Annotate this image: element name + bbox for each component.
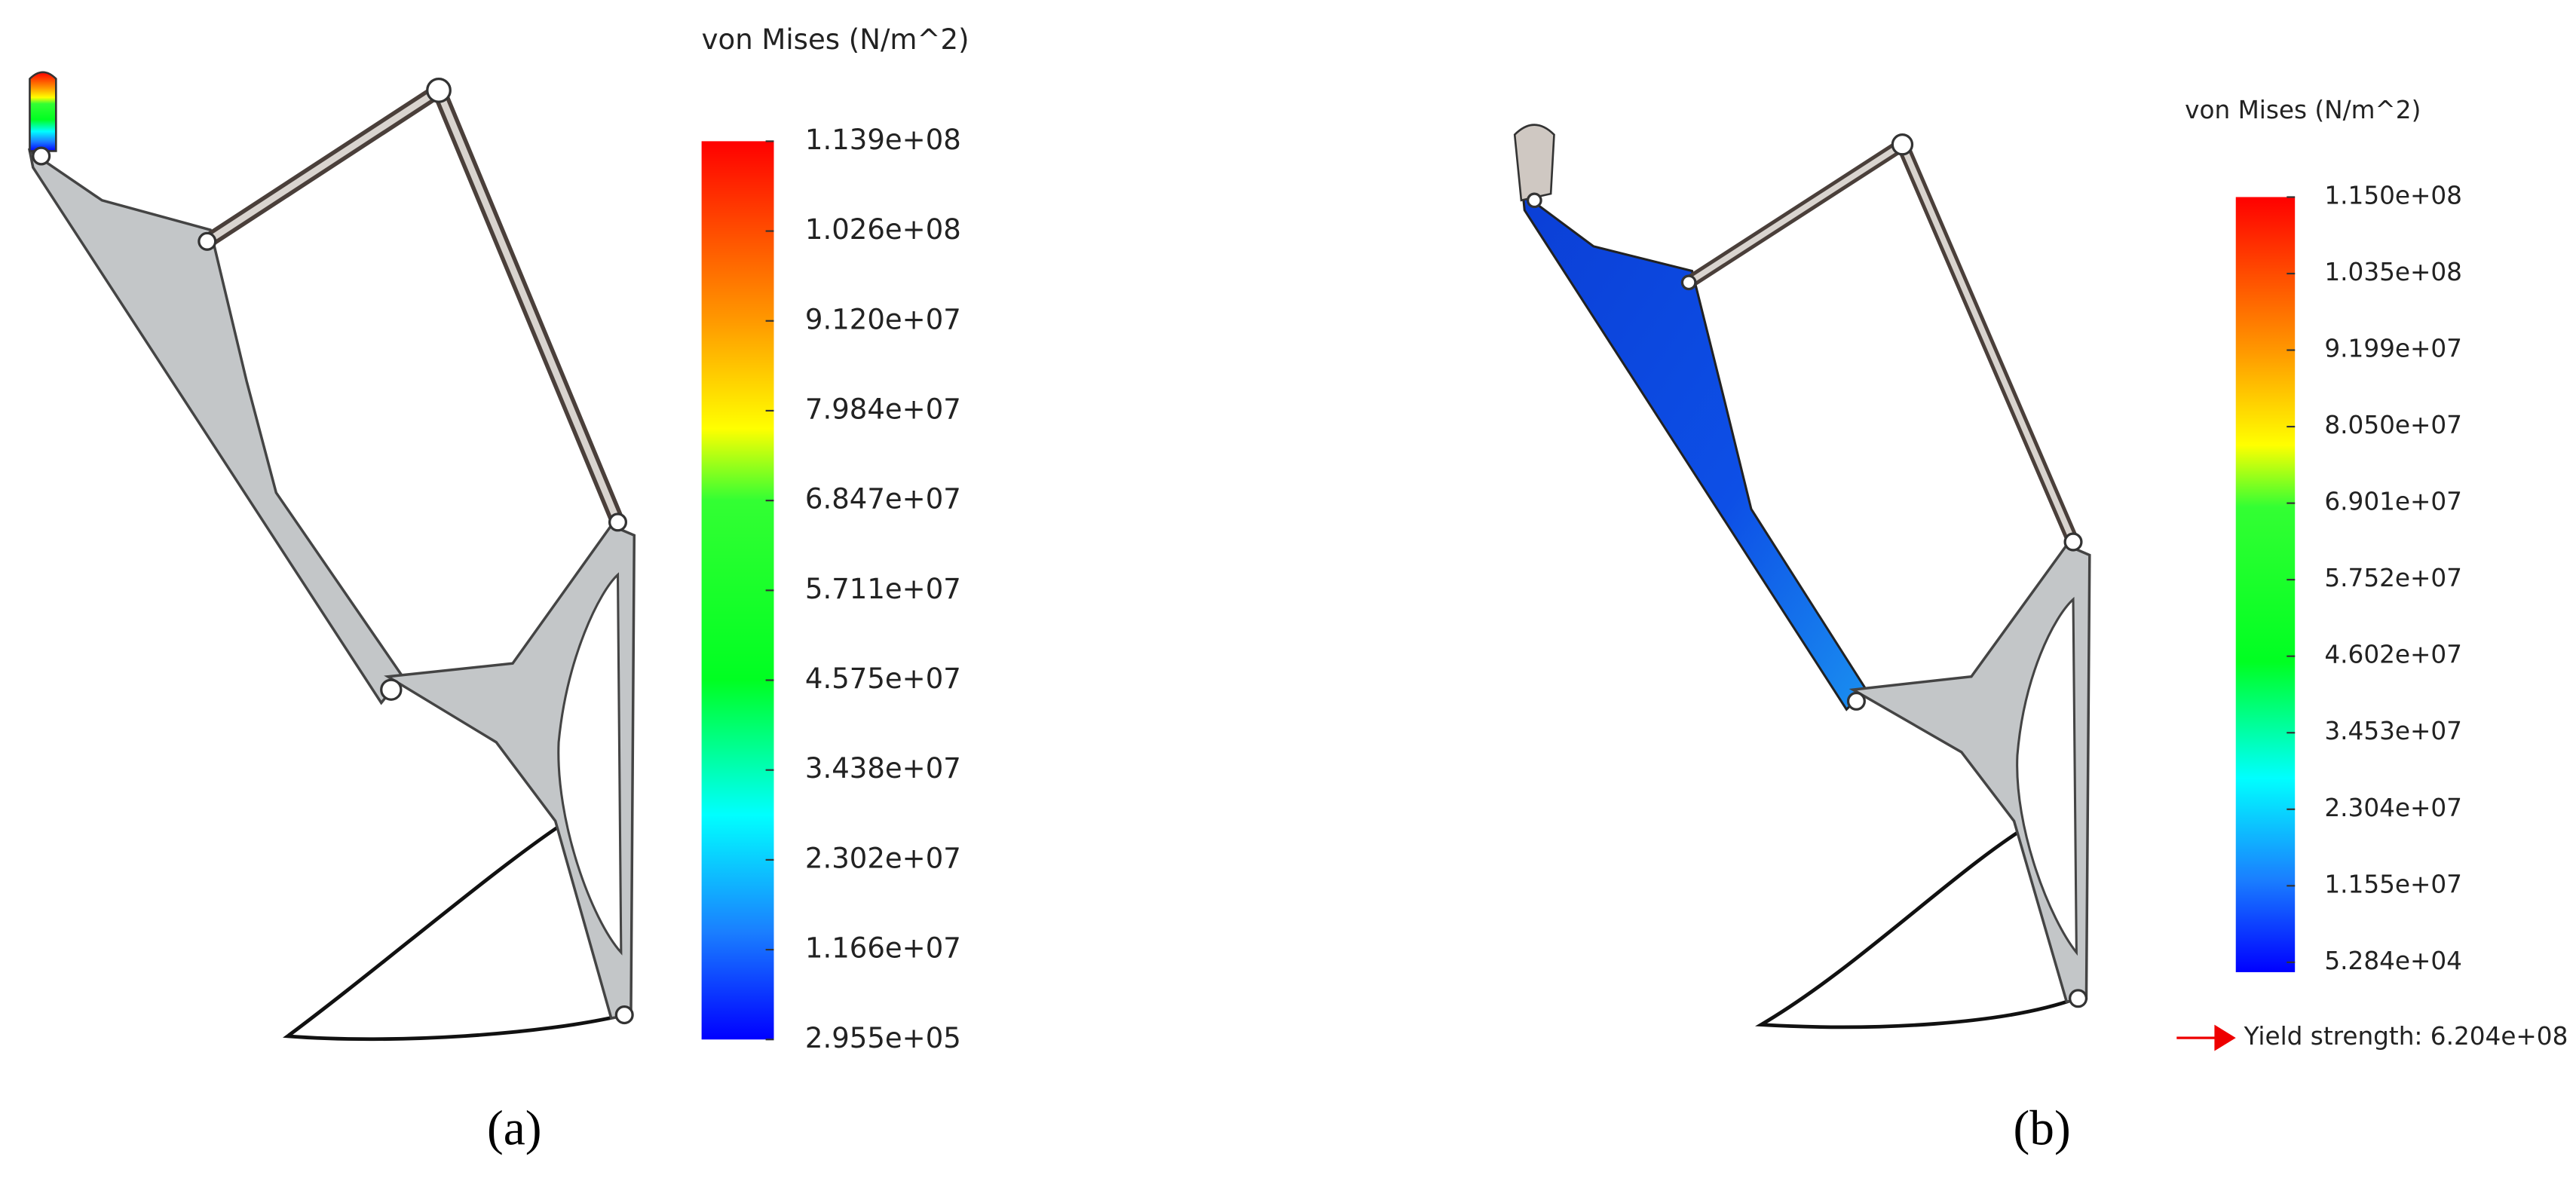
colorbar-tick-label: 8.050e+07 bbox=[2324, 411, 2462, 439]
colorbar-tick-label: 2.304e+07 bbox=[2324, 794, 2462, 822]
colorbar-tick-label: 7.984e+07 bbox=[805, 393, 961, 425]
colorbar-tick-label: 6.847e+07 bbox=[805, 483, 961, 516]
colorbar-tick-label: 1.155e+07 bbox=[2324, 870, 2462, 898]
colorbar-tick-label: 5.284e+04 bbox=[2324, 947, 2462, 975]
colorbar-tick-label: 1.026e+08 bbox=[805, 213, 961, 246]
colorbar-tick-label: 9.120e+07 bbox=[805, 303, 961, 335]
yield-strength: Yield strength: 6.204e+08 bbox=[2244, 1022, 2568, 1051]
legend-title: von Mises (N/m^2) bbox=[702, 23, 969, 56]
colorbar-b bbox=[2235, 197, 2296, 972]
colorbar-tick-label: 5.752e+07 bbox=[2324, 564, 2462, 592]
colorbar-tick-label: 1.166e+07 bbox=[805, 932, 961, 965]
colorbar-tick-label: 4.602e+07 bbox=[2324, 641, 2462, 669]
legend-title: von Mises (N/m^2) bbox=[2185, 96, 2421, 124]
mechanism-a bbox=[27, 71, 636, 1042]
colorbar-tick-label: 6.901e+07 bbox=[2324, 488, 2462, 516]
mechanism-b bbox=[1513, 124, 2091, 1029]
yield-marker: Yield strength: 6.204e+08 bbox=[2176, 1022, 2568, 1051]
colorbar-tick-label: 2.955e+05 bbox=[805, 1022, 961, 1054]
colorbar-tick-label: 3.438e+07 bbox=[805, 752, 961, 785]
colorbar-tick-label: 1.035e+08 bbox=[2324, 258, 2462, 286]
colorbar-tick-label: 2.302e+07 bbox=[805, 842, 961, 874]
colorbar-tick-label: 5.711e+07 bbox=[805, 573, 961, 605]
colorbar-a bbox=[701, 141, 774, 1040]
colorbar-tick-label: 1.139e+08 bbox=[805, 124, 961, 156]
colorbar-tick-label: 3.453e+07 bbox=[2324, 717, 2462, 745]
colorbar-tick-label: 9.199e+07 bbox=[2324, 335, 2462, 363]
colorbar-tick-label: 1.150e+08 bbox=[2324, 181, 2462, 210]
panel-label: (a) bbox=[487, 1101, 542, 1155]
colorbar-tick-label: 4.575e+07 bbox=[805, 662, 961, 695]
panel-label: (b) bbox=[2014, 1101, 2071, 1155]
